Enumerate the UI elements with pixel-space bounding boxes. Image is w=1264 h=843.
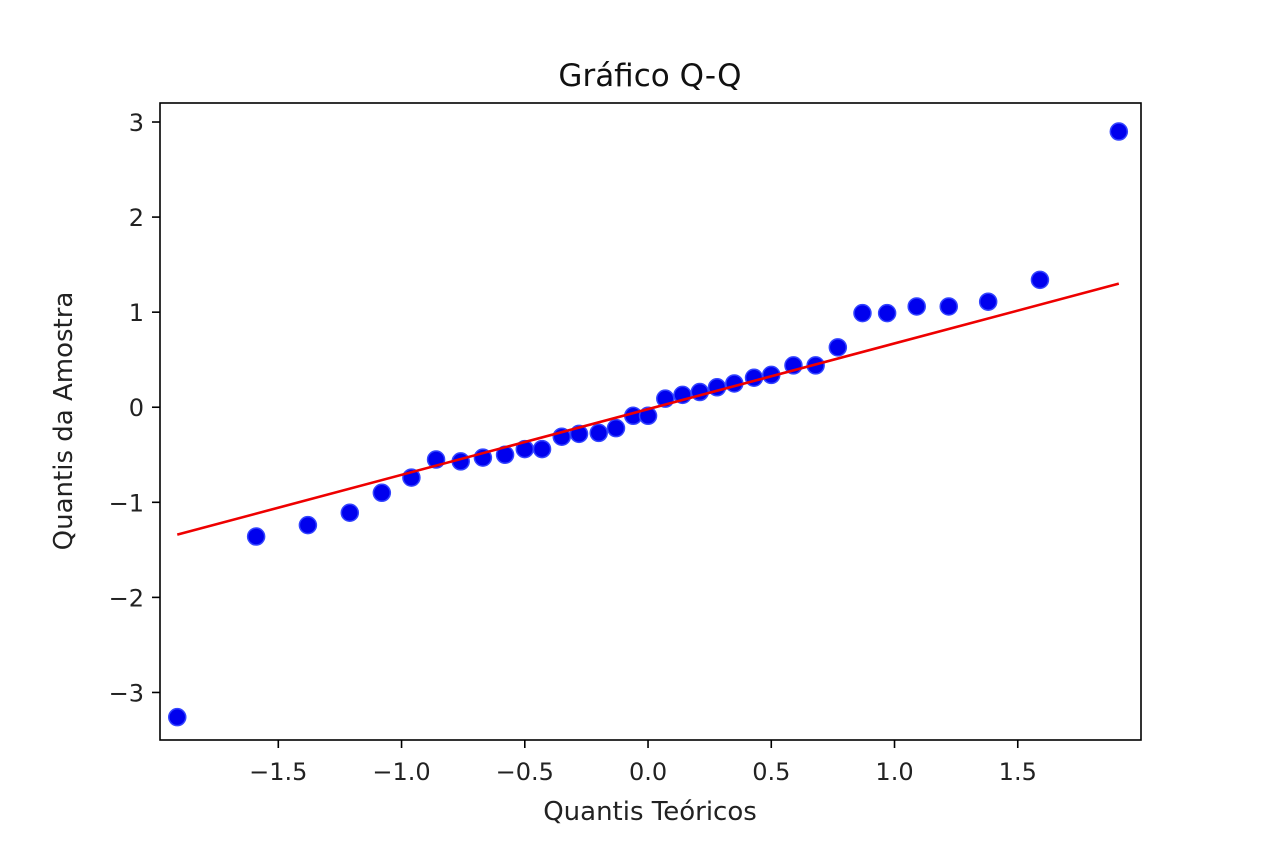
sample-point bbox=[877, 303, 897, 323]
sample-point bbox=[978, 292, 998, 311]
x-tick-label: 1.0 bbox=[875, 758, 913, 786]
x-tick-label: −1.5 bbox=[249, 758, 307, 786]
x-tick-label: −0.5 bbox=[496, 758, 554, 786]
sample-point bbox=[168, 707, 187, 727]
y-tick-label: 0 bbox=[129, 394, 144, 422]
axes-frame bbox=[159, 102, 1142, 741]
sample-point bbox=[1109, 122, 1129, 141]
y-tick-label: 2 bbox=[129, 204, 144, 232]
sample-point bbox=[853, 303, 872, 323]
y-tick-label: −2 bbox=[109, 584, 144, 612]
sample-point bbox=[907, 297, 926, 316]
x-axis-label: Quantis Teóricos bbox=[543, 797, 757, 827]
sample-point bbox=[298, 515, 318, 535]
sample-point bbox=[340, 503, 360, 523]
chart-title: Gráfico Q-Q bbox=[558, 58, 741, 94]
sample-point bbox=[246, 527, 266, 546]
y-axis-label: Quantis da Amostra bbox=[49, 292, 79, 551]
reference-line bbox=[176, 282, 1120, 536]
x-tick-label: −1.0 bbox=[372, 758, 430, 786]
y-axis: 3 2 1 0 −1 −2 −3 bbox=[109, 109, 160, 707]
sample-point bbox=[828, 338, 848, 357]
x-tick-label: 0.5 bbox=[752, 758, 790, 786]
y-tick-label: −3 bbox=[109, 679, 144, 707]
sample-point bbox=[606, 418, 626, 438]
sample-point bbox=[589, 423, 608, 443]
y-tick-label: 1 bbox=[129, 299, 144, 327]
y-tick-label: −1 bbox=[109, 489, 144, 517]
y-tick-label: 3 bbox=[129, 109, 144, 137]
sample-point bbox=[372, 483, 392, 503]
sample-point bbox=[939, 297, 958, 316]
sample-point bbox=[532, 439, 552, 459]
x-tick-label: 1.5 bbox=[999, 758, 1037, 786]
x-tick-label: 0.0 bbox=[629, 758, 667, 786]
x-axis: −1.5 −1.0 −0.5 0.0 0.5 1.0 1.5 bbox=[249, 740, 1037, 786]
sample-point bbox=[1030, 270, 1050, 290]
plot-area bbox=[168, 122, 1129, 727]
